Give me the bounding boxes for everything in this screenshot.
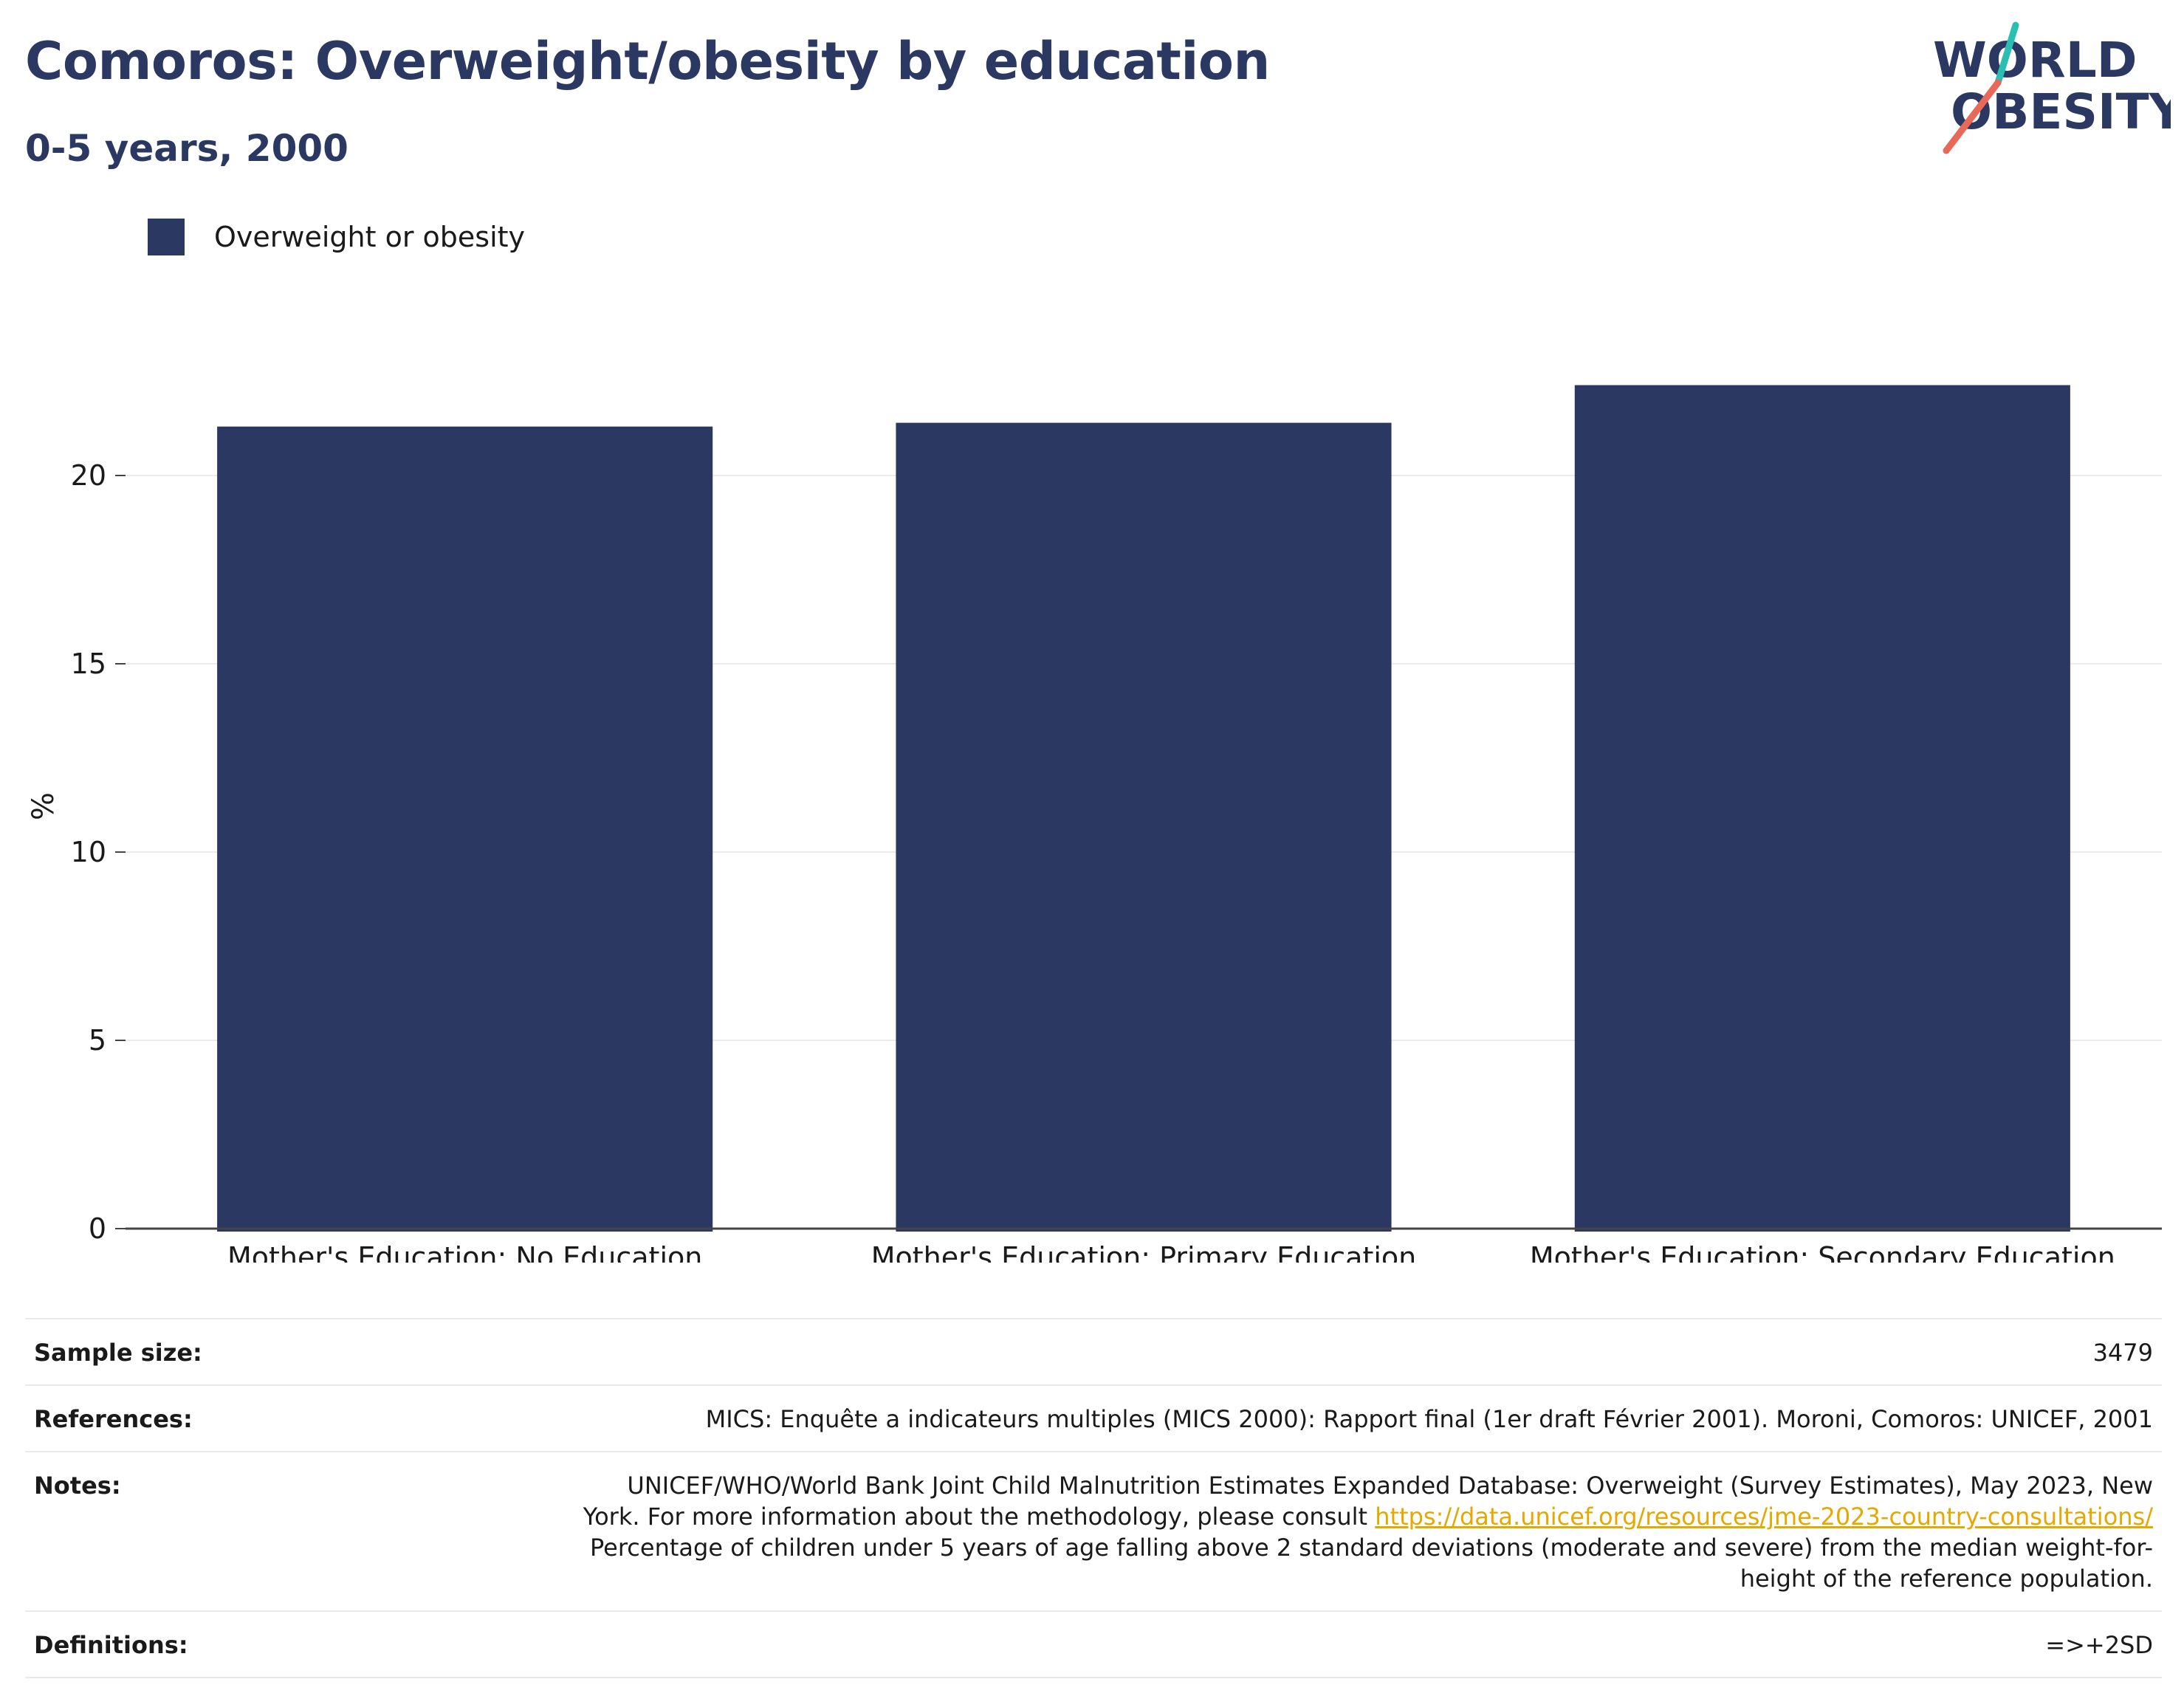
references-value: MICS: Enquête a indicateurs multiples (M… bbox=[705, 1405, 2153, 1433]
x-tick-label: Mother's Education: Primary Education bbox=[871, 1241, 1417, 1263]
x-axis-ticks: Mother's Education: No Education Mother's… bbox=[227, 1241, 2115, 1263]
legend-label: Overweight or obesity bbox=[214, 221, 526, 253]
notes-line-4: height of the reference population. bbox=[1740, 1565, 2153, 1593]
sample-size-label: Sample size: bbox=[34, 1339, 202, 1367]
bar-chart: 0 5 10 15 20 Mother's Education: No Educatio… bbox=[27, 385, 2162, 1263]
logo-text-obesity: OBESITY bbox=[1951, 83, 2171, 140]
x-tick-label: Mother's Education: Secondary Education bbox=[1530, 1241, 2115, 1263]
logo-text-world: WORLD bbox=[1933, 32, 2137, 89]
bar[interactable] bbox=[217, 426, 713, 1232]
notes-line-1: UNICEF/WHO/World Bank Joint Child Malnut… bbox=[627, 1472, 2153, 1500]
methodology-link[interactable]: https://data.unicef.org/resources/jme-20… bbox=[1375, 1503, 2153, 1531]
y-tick-label: 5 bbox=[89, 1024, 106, 1057]
bars bbox=[217, 385, 2070, 1232]
notes-line-3: Percentage of children under 5 years of … bbox=[590, 1534, 2153, 1562]
y-tick-label: 10 bbox=[71, 836, 106, 868]
y-tick-label: 15 bbox=[71, 648, 106, 680]
y-tick-label: 20 bbox=[71, 459, 106, 492]
world-obesity-logo: WORLD OBESITY bbox=[1933, 21, 2171, 154]
y-tick-label: 0 bbox=[89, 1212, 106, 1245]
references-label: References: bbox=[34, 1405, 193, 1433]
y-axis-ticks: 0 5 10 15 20 bbox=[71, 459, 126, 1245]
references-row: References: MICS: Enquête a indicateurs … bbox=[25, 1384, 2162, 1451]
chart-subtitle: 0-5 years, 2000 bbox=[25, 127, 348, 170]
definitions-row: Definitions: =>+2SD bbox=[25, 1610, 2162, 1678]
bar[interactable] bbox=[896, 422, 1392, 1232]
logo-slash-red bbox=[1943, 79, 2002, 154]
bar[interactable] bbox=[1574, 385, 2070, 1232]
logo-slash-teal bbox=[1994, 21, 2019, 86]
definitions-value: =>+2SD bbox=[2045, 1631, 2153, 1659]
y-axis-label: % bbox=[27, 792, 61, 820]
x-tick-label: Mother's Education: No Education bbox=[227, 1241, 702, 1263]
sample-size-row: Sample size: 3479 bbox=[25, 1318, 2162, 1384]
legend-swatch bbox=[148, 219, 185, 255]
notes-label: Notes: bbox=[34, 1472, 121, 1500]
definitions-label: Definitions: bbox=[34, 1631, 188, 1659]
notes-line-2: York. For more information about the met… bbox=[583, 1503, 1368, 1531]
notes-row: Notes: UNICEF/WHO/World Bank Joint Child… bbox=[25, 1451, 2162, 1610]
legend[interactable]: Overweight or obesity bbox=[148, 219, 525, 255]
sample-size-value: 3479 bbox=[2092, 1339, 2153, 1367]
chart-title: Comoros: Overweight/obesity by education bbox=[25, 31, 1270, 92]
info-table: Sample size: 3479 References: MICS: Enqu… bbox=[25, 1318, 2162, 1678]
notes-value: UNICEF/WHO/World Bank Joint Child Malnut… bbox=[583, 1470, 2153, 1594]
